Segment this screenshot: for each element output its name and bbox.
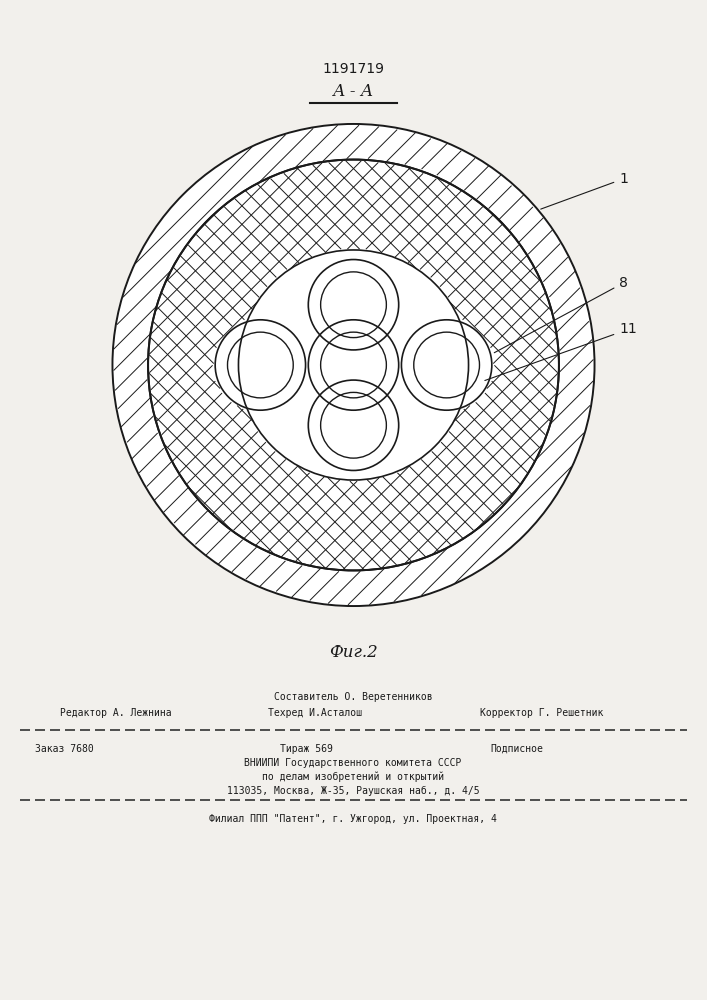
Text: Корректор Г. Решетник: Корректор Г. Решетник [480, 708, 603, 718]
Text: Составитель О. Веретенников: Составитель О. Веретенников [274, 692, 432, 702]
Circle shape [308, 380, 399, 470]
Circle shape [308, 320, 399, 410]
Text: Тираж 569: Тираж 569 [280, 744, 333, 754]
Text: Филиал ППП "Патент", г. Ужгород, ул. Проектная, 4: Филиал ППП "Патент", г. Ужгород, ул. Про… [209, 814, 497, 824]
Circle shape [402, 320, 492, 410]
Text: 8: 8 [494, 276, 628, 353]
Text: Техред И.Асталош: Техред И.Асталош [268, 708, 362, 718]
Text: Подписное: Подписное [490, 744, 543, 754]
Text: 11: 11 [485, 322, 637, 381]
Text: 1: 1 [541, 172, 628, 209]
Text: Редактор А. Лежнина: Редактор А. Лежнина [60, 708, 172, 718]
Text: 113035, Москва, Ж-35, Раушская наб., д. 4/5: 113035, Москва, Ж-35, Раушская наб., д. … [227, 786, 479, 796]
Text: Фиг.2: Фиг.2 [329, 644, 378, 661]
Circle shape [308, 260, 399, 350]
Text: А - А: А - А [333, 83, 374, 100]
Text: ВНИИПИ Государственного комитета СССР: ВНИИПИ Государственного комитета СССР [245, 758, 462, 768]
Circle shape [215, 320, 305, 410]
Text: Заказ 7680: Заказ 7680 [35, 744, 94, 754]
Text: по делам изобретений и открытий: по делам изобретений и открытий [262, 772, 444, 782]
Circle shape [112, 124, 595, 606]
Text: 1191719: 1191719 [322, 62, 385, 76]
